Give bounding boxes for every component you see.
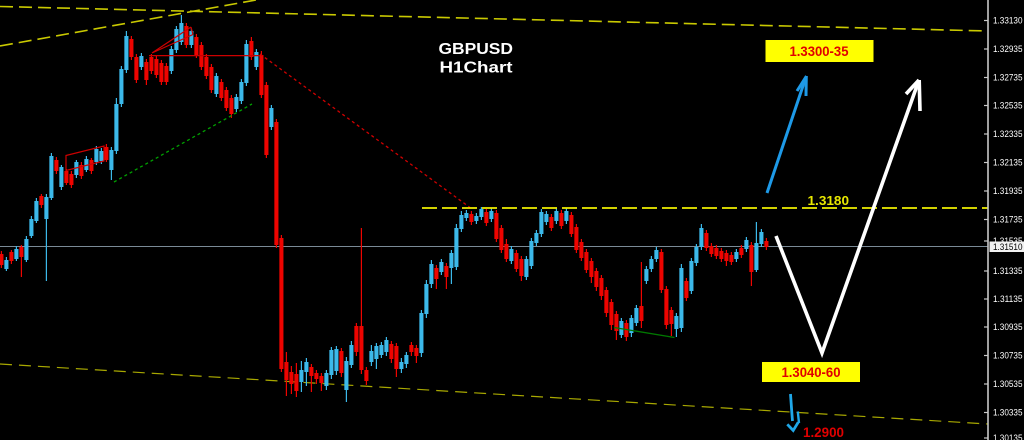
svg-text:1.33130: 1.33130 — [993, 16, 1023, 27]
svg-text:1.31935: 1.31935 — [993, 186, 1023, 197]
svg-text:1.2900: 1.2900 — [803, 424, 844, 440]
svg-text:1.30135: 1.30135 — [993, 433, 1023, 440]
svg-text:1.30535: 1.30535 — [993, 379, 1023, 390]
svg-text:H1Chart: H1Chart — [440, 60, 514, 77]
svg-text:1.32735: 1.32735 — [993, 73, 1023, 84]
svg-text:1.31135: 1.31135 — [993, 294, 1023, 305]
svg-text:1.31510: 1.31510 — [993, 242, 1023, 253]
svg-text:1.3300-35: 1.3300-35 — [790, 43, 849, 59]
svg-text:1.32135: 1.32135 — [993, 158, 1023, 169]
svg-text:1.30735: 1.30735 — [993, 351, 1023, 362]
svg-text:1.31335: 1.31335 — [993, 266, 1023, 277]
svg-text:1.32335: 1.32335 — [993, 129, 1023, 140]
svg-text:1.32935: 1.32935 — [993, 44, 1023, 55]
svg-text:1.30335: 1.30335 — [993, 408, 1023, 419]
svg-text:1.31735: 1.31735 — [993, 215, 1023, 226]
svg-text:1.32535: 1.32535 — [993, 101, 1023, 112]
svg-text:1.30935: 1.30935 — [993, 322, 1023, 333]
svg-text:1.3180: 1.3180 — [808, 193, 850, 208]
svg-text:GBPUSD: GBPUSD — [439, 41, 514, 58]
svg-text:1.3040-60: 1.3040-60 — [782, 364, 841, 380]
